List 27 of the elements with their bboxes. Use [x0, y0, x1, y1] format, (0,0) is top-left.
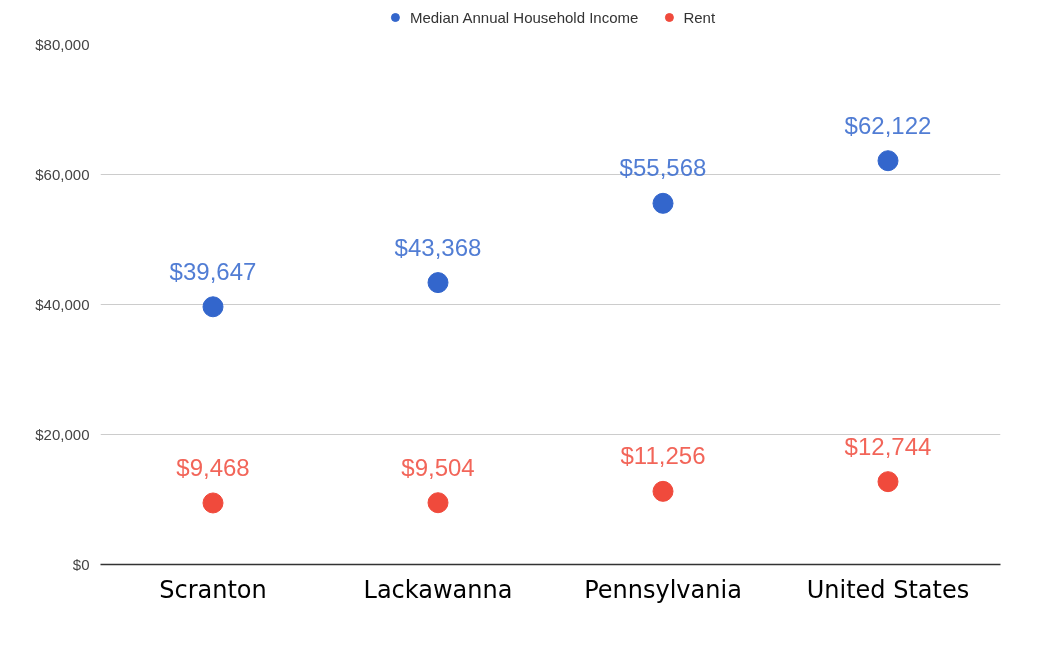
data-label: $39,647: [169, 257, 257, 285]
data-label: $11,256: [620, 442, 706, 470]
legend-label: Rent: [683, 8, 716, 26]
x-tick-label: Lackawanna: [363, 575, 513, 604]
data-label: $55,568: [619, 154, 707, 182]
point: [202, 296, 224, 318]
x-tick-label: Scranton: [159, 575, 267, 604]
x-tick-label: Pennsylvania: [584, 575, 742, 604]
point: [877, 471, 899, 493]
y-tick-label: $0: [72, 556, 90, 573]
point: [652, 480, 674, 502]
y-tick-label: $20,000: [35, 426, 90, 443]
data-label: $9,468: [176, 453, 250, 481]
data-label: $9,504: [401, 453, 475, 481]
data-label: $43,368: [394, 233, 482, 261]
y-tick-label: $80,000: [35, 36, 90, 53]
data-label: $12,744: [844, 432, 932, 460]
point: [202, 492, 224, 514]
legend-label: Median Annual Household Income: [409, 8, 639, 26]
point: [427, 272, 449, 294]
point: [652, 192, 674, 214]
y-tick-label: $40,000: [35, 296, 90, 313]
point: [877, 150, 899, 172]
data-label: $62,122: [844, 111, 932, 139]
point: [427, 492, 449, 514]
y-tick-label: $60,000: [35, 166, 90, 183]
x-tick-label: United States: [806, 575, 970, 604]
